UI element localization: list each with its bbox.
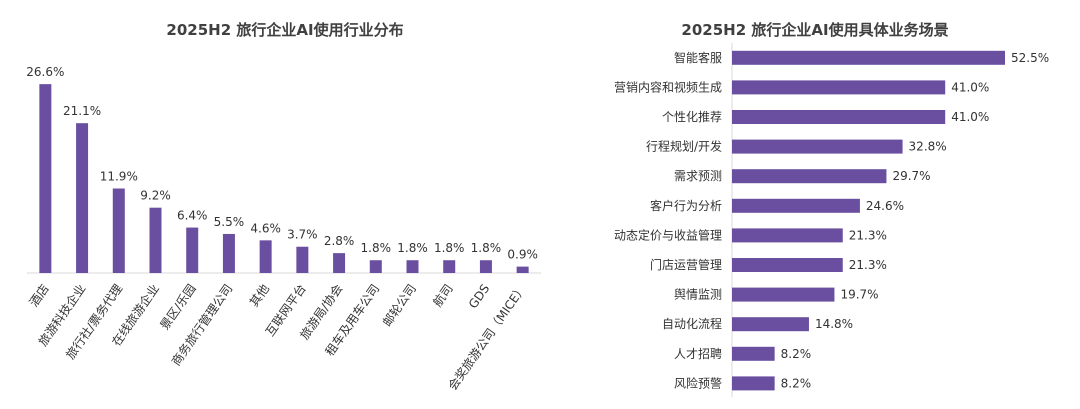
scenario-category-label: 需求预测 xyxy=(674,169,722,183)
scenario-bar-value: 8.2% xyxy=(781,376,812,390)
industry-bar-value: 6.4% xyxy=(177,209,208,223)
scenario-bar xyxy=(732,346,775,361)
scenario-category-label: 个性化推荐 xyxy=(662,110,722,124)
scenario-bar-value: 8.2% xyxy=(781,347,812,361)
industry-distribution-chart: 2025H2 旅行企业AI使用行业分布 26.6%酒店21.1%旅游科技企业11… xyxy=(26,21,541,393)
industry-category-label: 航司 xyxy=(430,281,456,309)
industry-bar xyxy=(443,260,456,273)
scenario-bar xyxy=(732,228,843,243)
scenario-category-label: 动态定价与收益管理 xyxy=(614,227,722,242)
industry-bar xyxy=(296,246,309,273)
industry-bar-value: 9.2% xyxy=(140,189,171,203)
scenario-bar xyxy=(732,287,835,302)
scenario-bar-value: 32.8% xyxy=(909,140,947,154)
scenario-category-label: 舆情监测 xyxy=(674,287,722,302)
scenario-bar-value: 19.7% xyxy=(840,288,878,302)
industry-category-label: 景区/乐园 xyxy=(157,282,198,333)
industry-bar xyxy=(39,84,52,273)
scenario-bar xyxy=(732,80,946,95)
industry-category-label: 会奖旅游公司（MICE） xyxy=(445,282,529,393)
scenario-bar xyxy=(732,258,843,272)
scenario-category-label: 门店运营管理 xyxy=(650,257,722,272)
scenario-category-label: 风险预警 xyxy=(674,375,722,390)
industry-bar xyxy=(186,227,199,273)
business-scenario-chart: 2025H2 旅行企业AI使用具体业务场景 智能客服 52.5% 营销内容和视频生成… xyxy=(614,21,1049,397)
scenario-category-label: 客户行为分析 xyxy=(650,198,722,213)
industry-bar xyxy=(479,260,492,273)
scenario-category-label: 智能客服 xyxy=(674,50,722,65)
scenario-category-label: 人才招聘 xyxy=(674,347,722,361)
industry-category-label: GDS xyxy=(466,282,492,311)
right-chart-title: 2025H2 旅行企业AI使用具体业务场景 xyxy=(681,21,948,39)
left-chart-title: 2025H2 旅行企业AI使用行业分布 xyxy=(166,21,403,39)
scenario-category-label: 行程规划/开发 xyxy=(646,139,722,154)
industry-bar xyxy=(149,207,162,273)
scenario-bar-value: 24.6% xyxy=(866,199,904,213)
industry-bar xyxy=(333,253,346,273)
scenario-bar xyxy=(732,169,887,184)
industry-bar-value: 26.6% xyxy=(26,65,64,79)
scenario-bar xyxy=(732,376,775,391)
industry-category-label: 酒店 xyxy=(27,282,52,310)
scenario-bar-value: 41.0% xyxy=(951,110,989,124)
industry-category-label: 邮轮公司 xyxy=(380,282,419,329)
industry-bar-value: 1.8% xyxy=(397,241,428,255)
scenario-bar xyxy=(732,50,1005,65)
industry-bar xyxy=(406,260,419,273)
scenario-bar xyxy=(732,317,809,332)
scenario-bar-value: 41.0% xyxy=(951,80,989,94)
scenario-bar-value: 21.3% xyxy=(849,228,887,242)
industry-bar-value: 1.8% xyxy=(471,241,502,255)
scenario-bar-value: 14.8% xyxy=(815,317,853,331)
scenario-bar xyxy=(732,198,860,213)
industry-bar-value: 11.9% xyxy=(100,170,138,184)
industry-bar-value: 0.9% xyxy=(507,248,538,262)
industry-bar-value: 4.6% xyxy=(250,221,281,235)
scenario-bar-value: 21.3% xyxy=(849,258,887,272)
industry-bar xyxy=(112,188,125,273)
industry-bar xyxy=(259,240,272,273)
industry-bar-value: 5.5% xyxy=(214,215,245,229)
scenario-category-label: 自动化流程 xyxy=(662,316,722,331)
scenario-category-label: 营销内容和视频生成 xyxy=(614,79,722,94)
industry-bar-value: 3.7% xyxy=(287,228,318,242)
industry-bar xyxy=(222,233,235,273)
industry-bar-value: 1.8% xyxy=(434,241,465,255)
industry-bar-value: 2.8% xyxy=(324,234,355,248)
industry-bar xyxy=(369,260,382,273)
scenario-bar xyxy=(732,139,903,154)
industry-bar xyxy=(516,266,529,273)
industry-category-label: 其他 xyxy=(247,282,272,310)
scenario-bar-value: 52.5% xyxy=(1011,51,1049,65)
industry-bar-value: 21.1% xyxy=(63,104,101,118)
industry-bar xyxy=(76,123,89,273)
industry-bar-value: 1.8% xyxy=(361,241,392,255)
scenario-bar xyxy=(732,110,946,124)
scenario-bar-value: 29.7% xyxy=(892,169,930,183)
